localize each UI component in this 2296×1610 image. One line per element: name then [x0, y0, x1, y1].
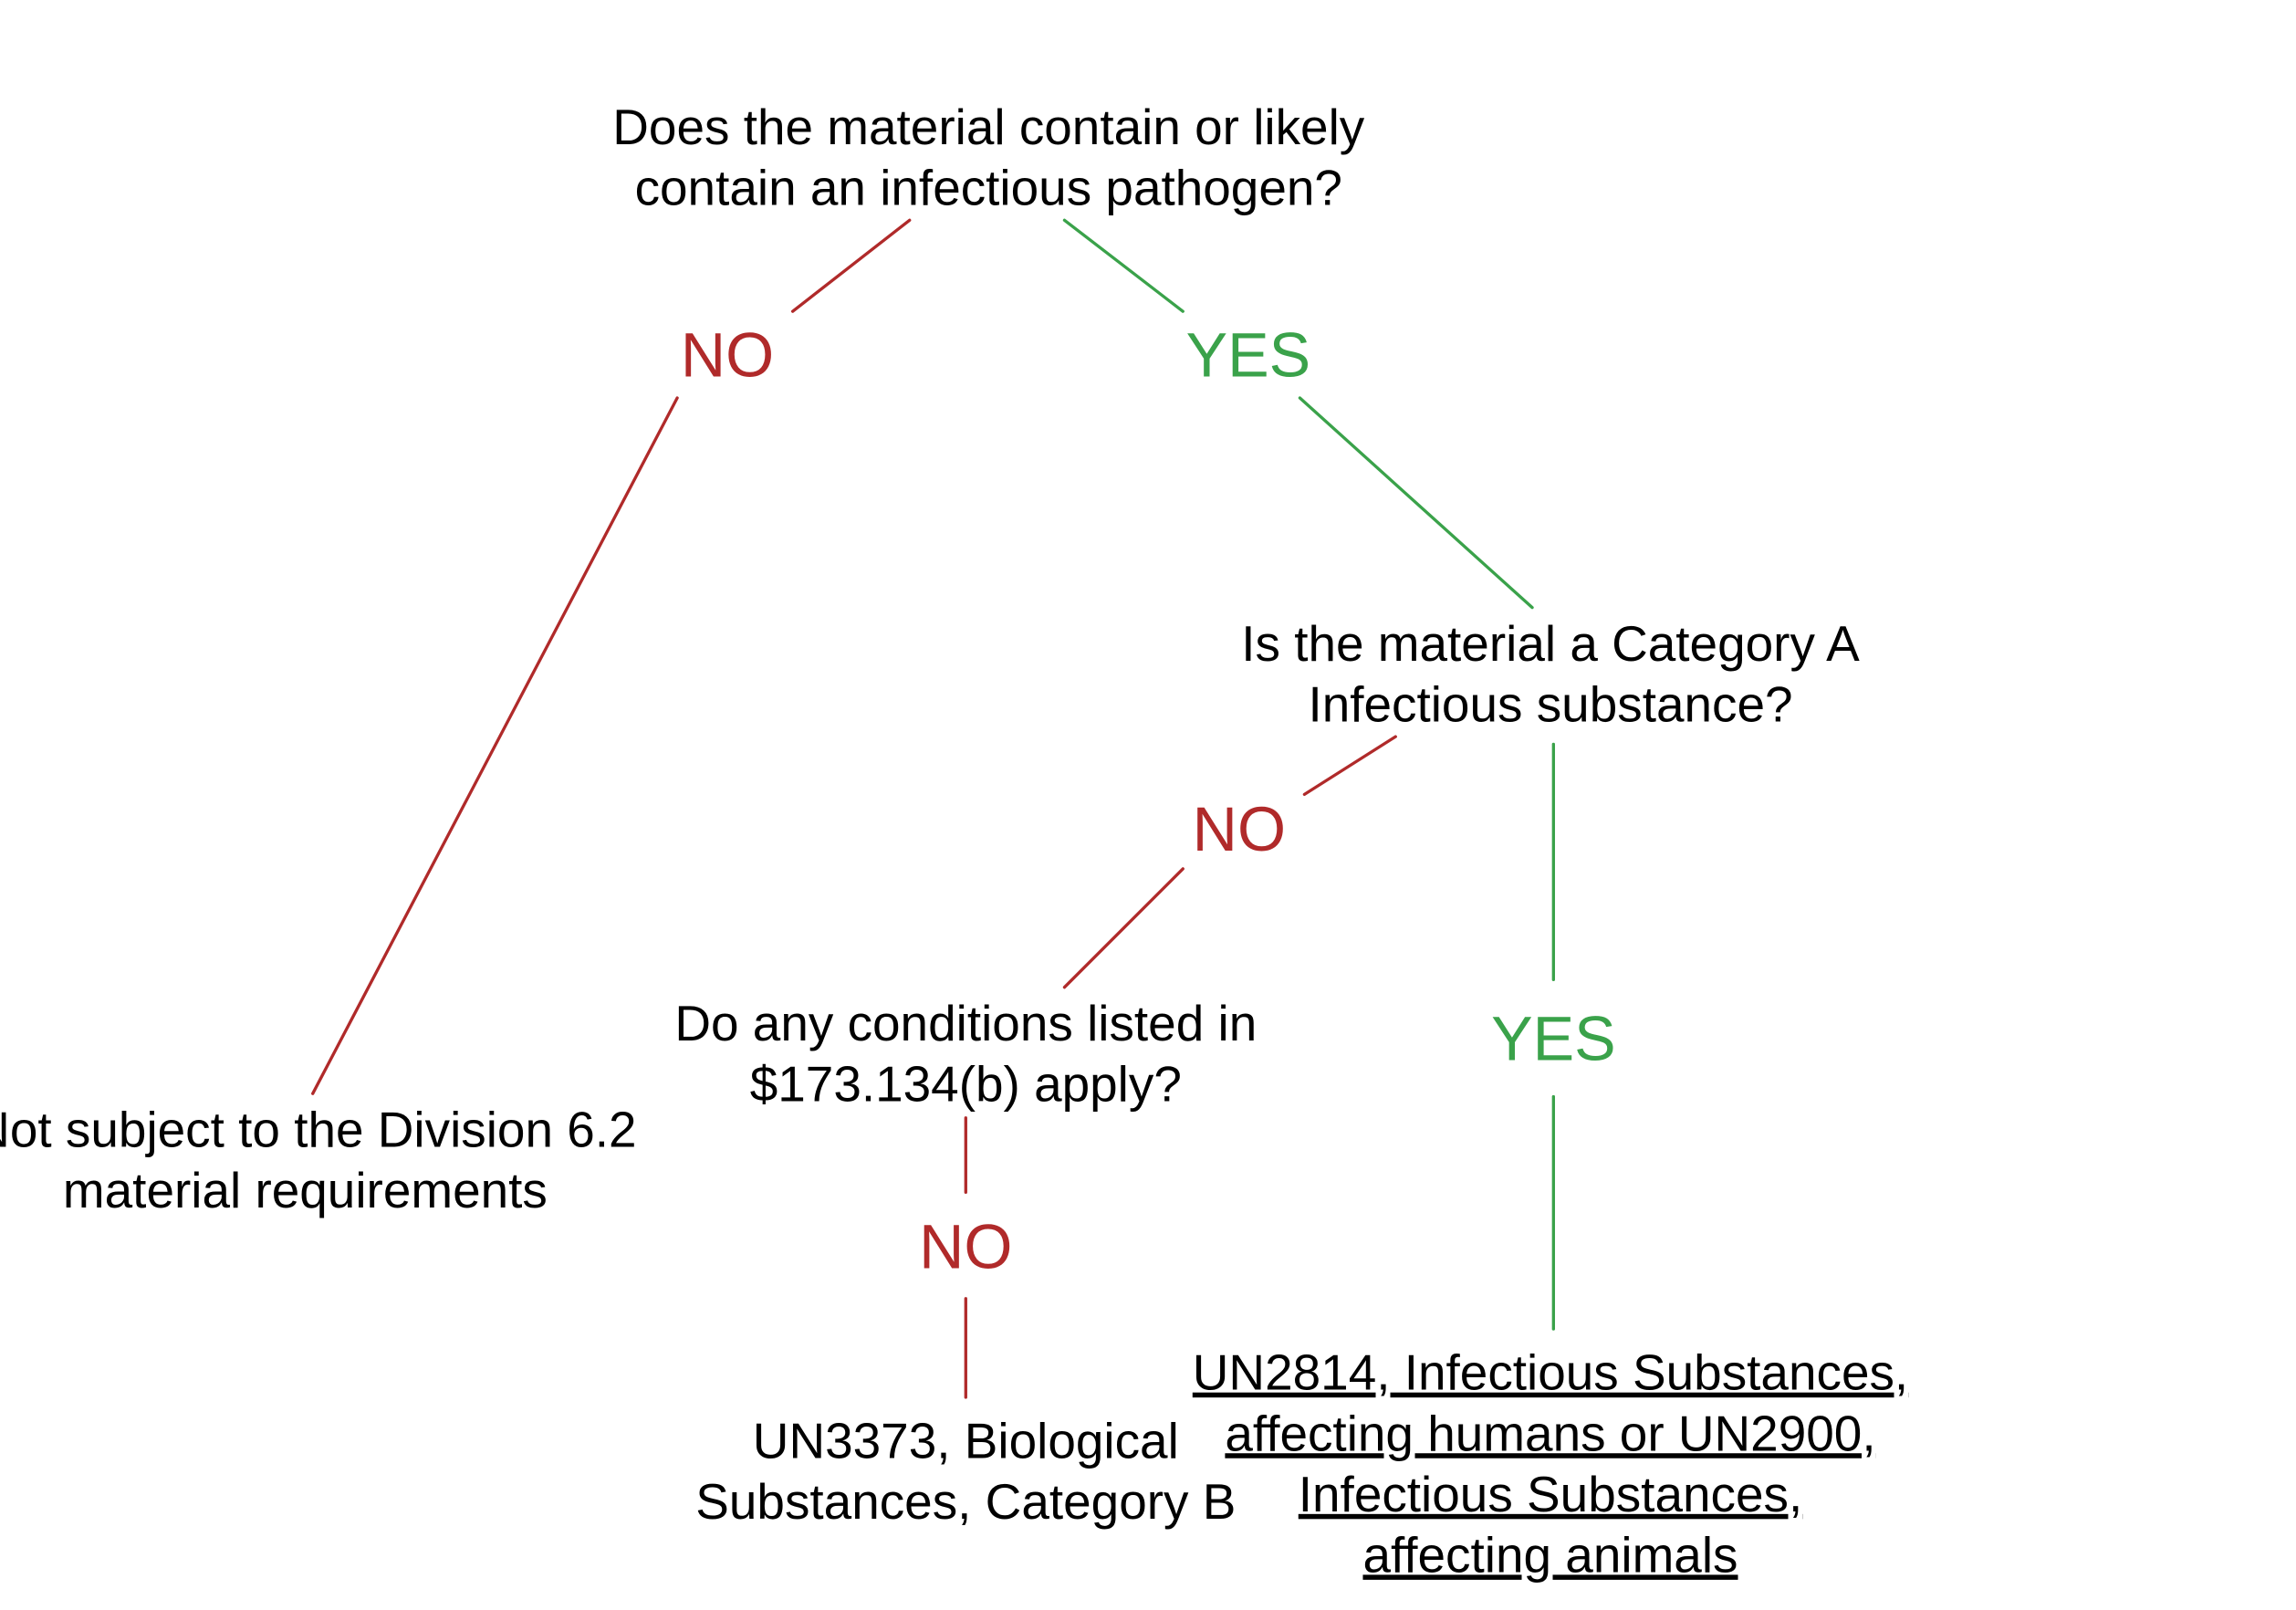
- edge-e2: YES: [1064, 220, 1532, 607]
- edge-e1: NO: [313, 220, 910, 1093]
- node-line: Infectious Substances,: [1299, 1466, 1802, 1522]
- edge-label-no: NO: [919, 1213, 1012, 1282]
- node-line: Do any conditions listed in: [674, 995, 1257, 1051]
- node-line: UN3373, Biological: [753, 1413, 1179, 1469]
- edge-segment: [1064, 220, 1183, 311]
- edge-segment: [1299, 398, 1532, 608]
- edge-label-no: NO: [1193, 795, 1286, 864]
- node-q2: Is the material a Category AInfectious s…: [1241, 615, 1860, 733]
- flowchart: NO YES NO YES NO Does the material contain or…: [0, 0, 2296, 1610]
- node-line: material requirements: [63, 1162, 548, 1218]
- node-line: affecting humans or UN2900,: [1225, 1405, 1875, 1461]
- edge-segment: [1064, 869, 1183, 988]
- node-line: affecting animals: [1362, 1526, 1738, 1583]
- node-leaf_catA: UN2814, Infectious Substances,affecting …: [1193, 1344, 1908, 1584]
- node-q3: Do any conditions listed in$173.134(b) a…: [674, 995, 1257, 1113]
- edge-segment: [1304, 737, 1395, 794]
- node-line: Infectious substance?: [1308, 675, 1792, 732]
- edge-label-yes: YES: [1491, 1005, 1616, 1074]
- node-line: Does the material contain or likely: [612, 99, 1365, 155]
- node-line: Is the material a Category A: [1241, 615, 1860, 672]
- node-line: Substances, Category B: [695, 1473, 1236, 1530]
- node-q1: Does the material contain or likelyconta…: [612, 99, 1365, 216]
- node-line: UN2814, Infectious Substances,: [1193, 1344, 1908, 1401]
- edge-e4: YES: [1491, 744, 1616, 1329]
- node-leaf_not_subject: Not subject to the Division 6.2material …: [0, 1101, 637, 1218]
- node-leaf_catB: UN3373, BiologicalSubstances, Category B: [695, 1413, 1236, 1531]
- edge-label-yes: YES: [1186, 321, 1311, 391]
- edge-e3: NO: [1064, 737, 1395, 988]
- edge-segment: [793, 220, 910, 311]
- node-line: Not subject to the Division 6.2: [0, 1101, 637, 1157]
- edge-label-no: NO: [681, 321, 774, 391]
- node-line: contain an infectious pathogen?: [635, 160, 1342, 216]
- edge-e5: NO: [919, 1118, 1012, 1397]
- node-line: $173.134(b) apply?: [750, 1056, 1182, 1113]
- edge-segment: [313, 398, 677, 1093]
